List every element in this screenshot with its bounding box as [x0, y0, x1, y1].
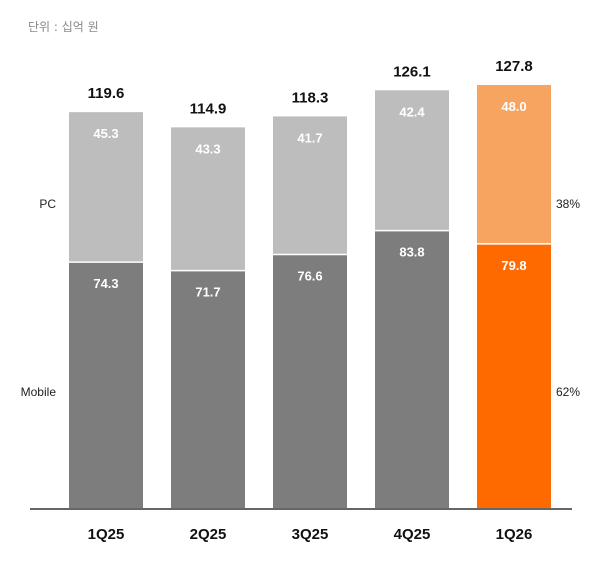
- value-label-pc-2Q25: 43.3: [195, 141, 220, 156]
- legend-label-mobile: Mobile: [21, 385, 57, 399]
- x-tick-label-1Q26: 1Q26: [496, 526, 533, 543]
- x-tick-label-4Q25: 4Q25: [394, 526, 431, 543]
- x-tick-label-3Q25: 3Q25: [292, 526, 329, 543]
- total-label-1Q26: 127.8: [495, 58, 533, 75]
- value-label-pc-4Q25: 42.4: [399, 104, 425, 119]
- value-label-pc-1Q26: 48.0: [501, 99, 526, 114]
- bar-mobile-1Q25: [69, 262, 143, 508]
- value-label-pc-3Q25: 41.7: [297, 130, 322, 145]
- bar-mobile-1Q26: [477, 243, 551, 509]
- total-label-3Q25: 118.3: [292, 89, 329, 106]
- bar-pc-2Q25: [171, 127, 245, 271]
- bar-mobile-2Q25: [171, 270, 245, 508]
- bar-mobile-3Q25: [273, 254, 347, 508]
- value-label-pc-1Q25: 45.3: [93, 126, 118, 141]
- value-label-mobile-3Q25: 76.6: [297, 268, 322, 283]
- bar-pc-3Q25: [273, 116, 347, 255]
- x-tick-label-1Q25: 1Q25: [88, 526, 125, 543]
- unit-label: 단위 : 십억 원: [28, 20, 99, 34]
- share-label-mobile: 62%: [556, 385, 580, 399]
- legend-label-pc: PC: [39, 197, 56, 211]
- value-label-mobile-1Q25: 74.3: [93, 276, 118, 291]
- total-label-4Q25: 126.1: [393, 63, 431, 80]
- total-label-1Q25: 119.6: [88, 85, 125, 102]
- value-label-mobile-1Q26: 79.8: [501, 258, 526, 273]
- value-label-mobile-2Q25: 71.7: [195, 285, 220, 300]
- value-label-mobile-4Q25: 83.8: [399, 245, 424, 260]
- x-tick-label-2Q25: 2Q25: [190, 526, 227, 543]
- bar-pc-1Q26: [477, 85, 551, 244]
- bar-pc-1Q25: [69, 112, 143, 263]
- total-label-2Q25: 114.9: [190, 100, 227, 117]
- bar-pc-4Q25: [375, 90, 449, 231]
- bar-mobile-4Q25: [375, 230, 449, 509]
- share-label-pc: 38%: [556, 197, 580, 211]
